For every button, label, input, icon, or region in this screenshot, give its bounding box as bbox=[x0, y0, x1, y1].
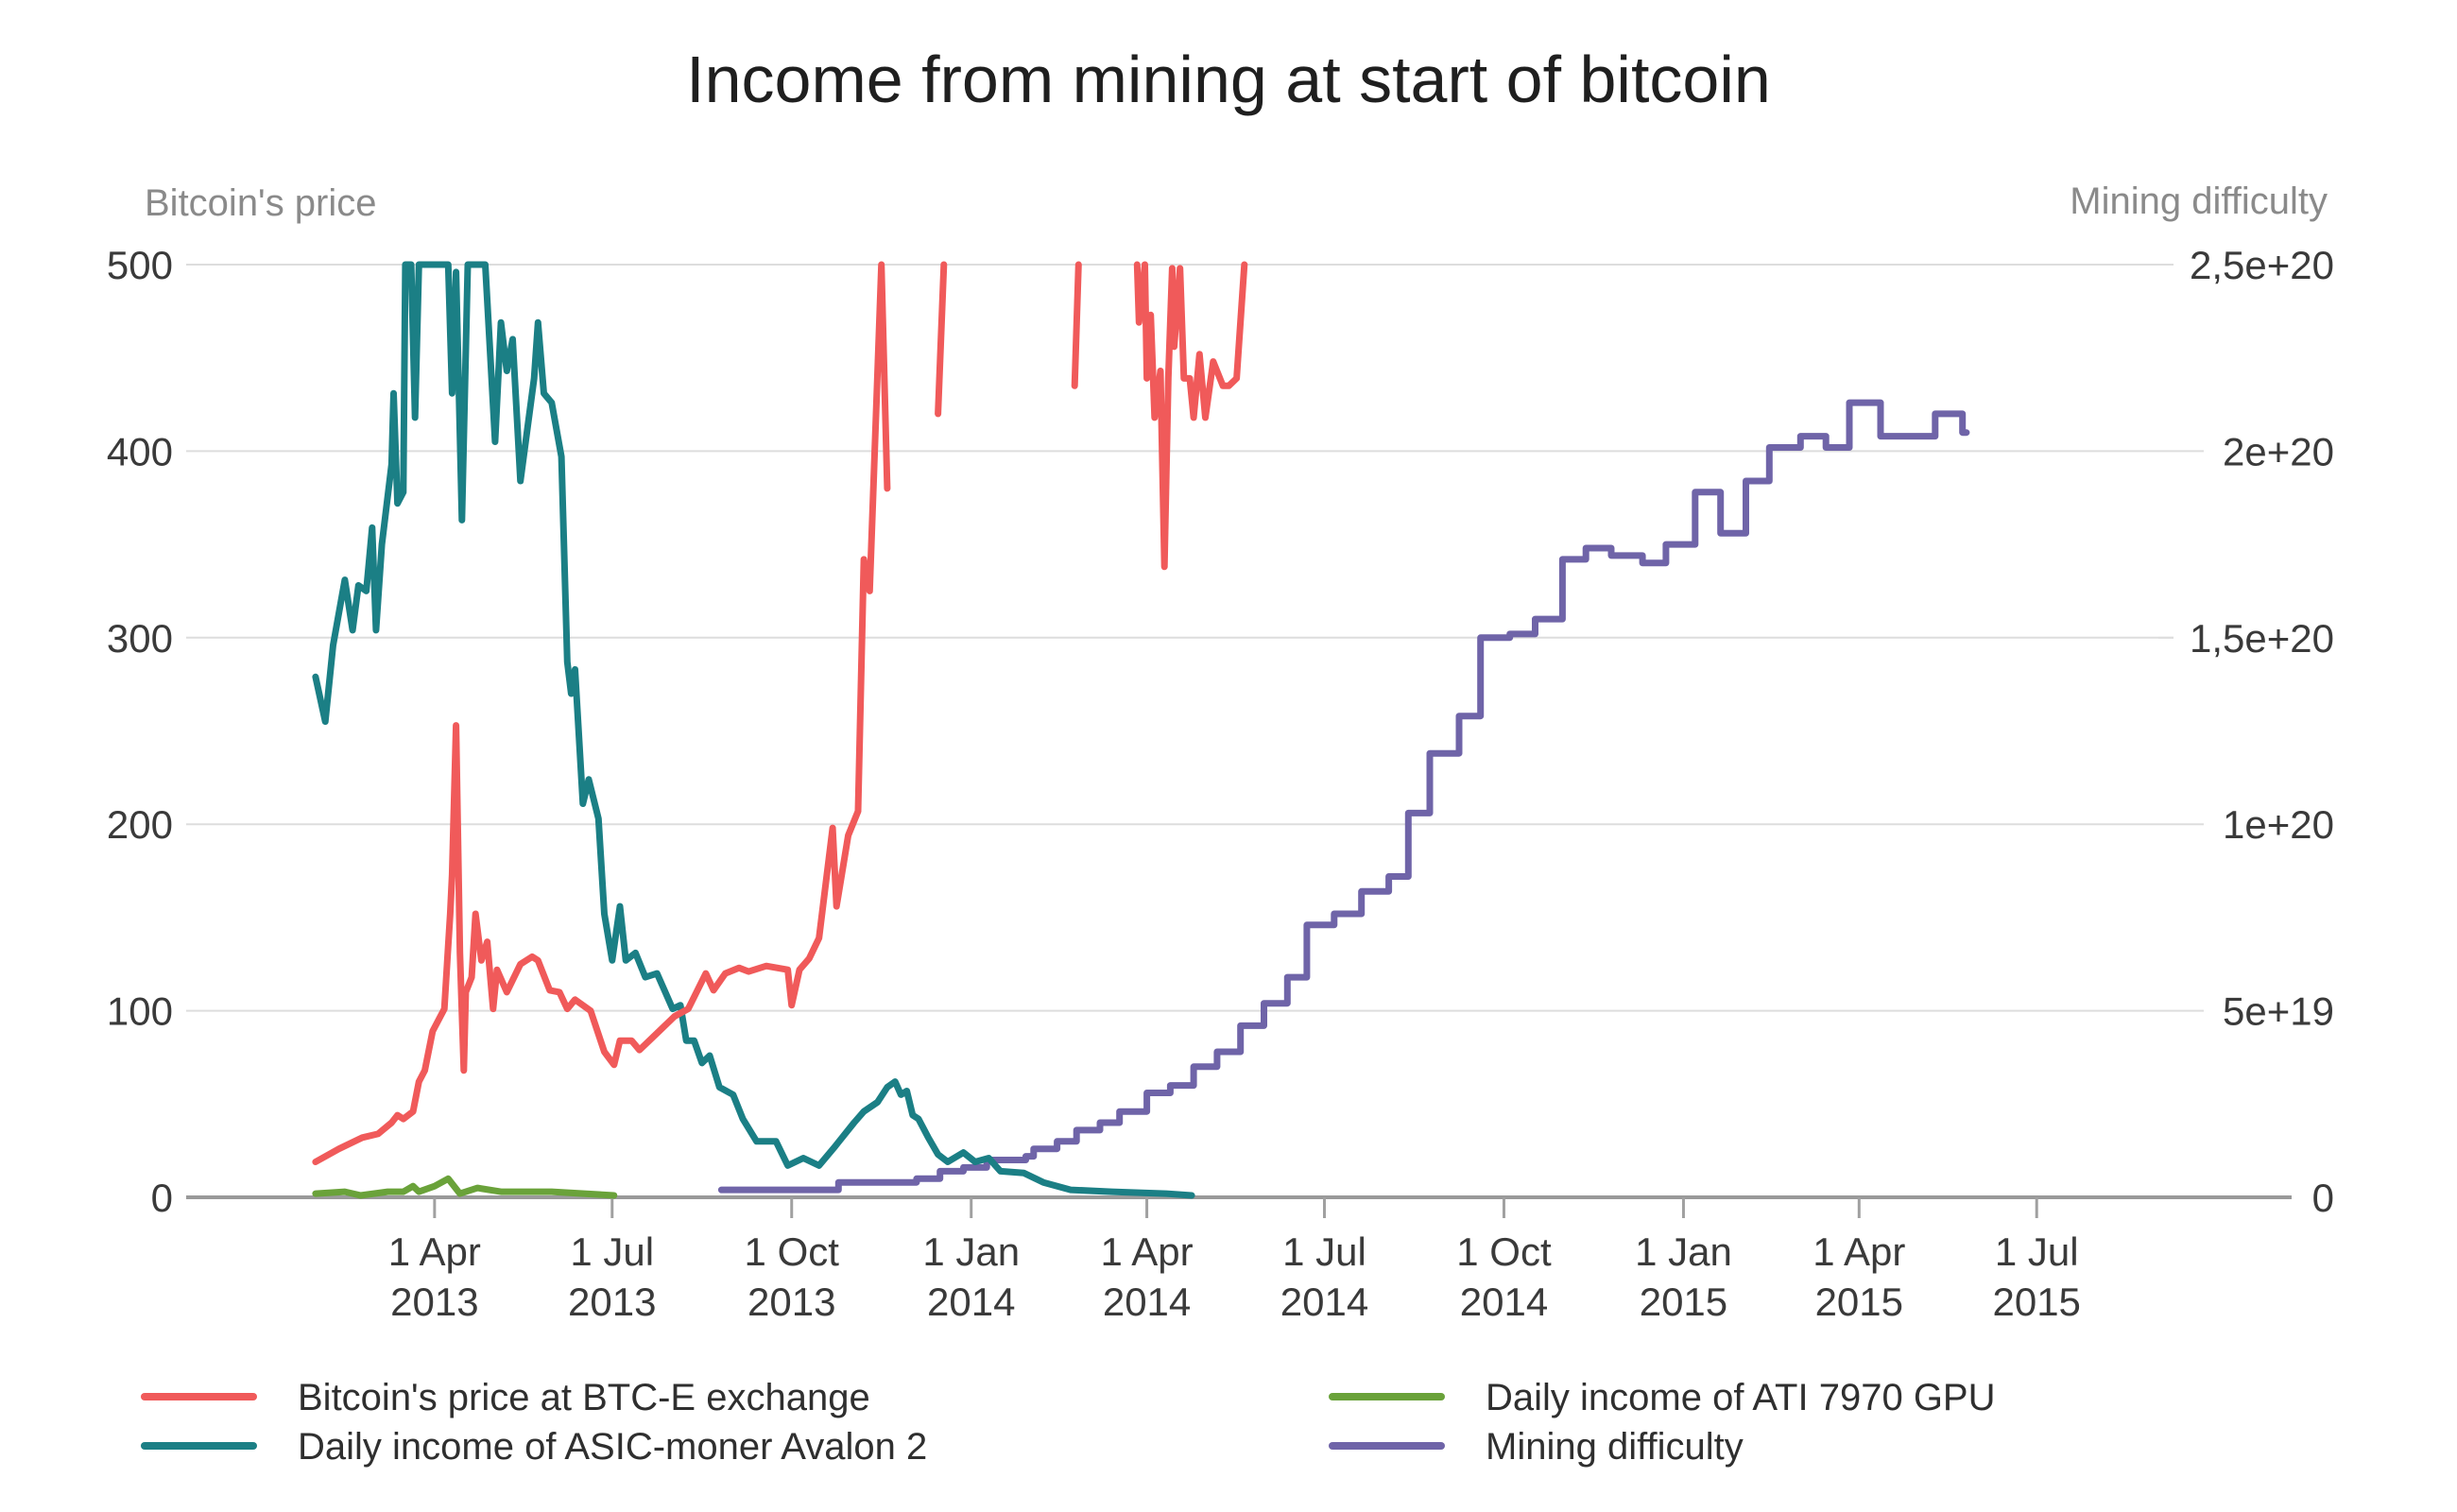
x-tick-label: 1 Jan bbox=[1635, 1229, 1732, 1274]
y2-tick-label: 0 bbox=[2312, 1176, 2334, 1220]
y-tick-label: 500 bbox=[107, 243, 173, 287]
legend-item: Mining difficulty bbox=[1329, 1426, 1744, 1468]
legend-item: Daily income of ATI 7970 GPU bbox=[1329, 1377, 1996, 1418]
legend-label: Daily income of ASIC-moner Avalon 2 bbox=[298, 1426, 927, 1468]
legend-label: Bitcoin's price at BTC-E exchange bbox=[298, 1377, 870, 1418]
x-tick-year: 2014 bbox=[927, 1280, 1015, 1324]
x-tick-year: 2014 bbox=[1460, 1280, 1548, 1324]
x-tick-label: 1 Apr bbox=[1101, 1229, 1194, 1274]
y-tick-label: 400 bbox=[107, 429, 173, 473]
x-tick-label: 1 Jul bbox=[570, 1229, 654, 1274]
y-tick-label: 0 bbox=[151, 1176, 173, 1220]
y2-tick-label: 5e+19 bbox=[2223, 989, 2334, 1034]
y2-tick-label: 1e+20 bbox=[2223, 802, 2334, 847]
right-axis-title: Mining difficulty bbox=[2070, 180, 2328, 222]
x-tick-year: 2015 bbox=[1640, 1280, 1727, 1324]
series-lines bbox=[312, 261, 1970, 1199]
series-line-bitcoin-s-price-at-btc-e-exchange bbox=[1133, 261, 1248, 571]
x-tick-label: 1 Jul bbox=[1995, 1229, 2079, 1274]
x-tick-label: 1 Jan bbox=[922, 1229, 1020, 1274]
legend-label: Mining difficulty bbox=[1486, 1426, 1744, 1468]
series-line-bitcoin-s-price-at-btc-e-exchange bbox=[1071, 261, 1082, 389]
x-tick-label: 1 Oct bbox=[745, 1229, 840, 1274]
x-tick-year: 2014 bbox=[1103, 1280, 1191, 1324]
series-line-mining-difficulty bbox=[717, 399, 1970, 1194]
chart-title: Income from mining at start of bitcoin bbox=[686, 43, 1771, 116]
x-tick-year: 2013 bbox=[568, 1280, 656, 1324]
x-axis: 1 Apr 2013 1 Jul 2013 1 Oct 2013 1 Jan 2014 1 Ap… bbox=[186, 1195, 2292, 1324]
x-tick-label: 1 Apr bbox=[1813, 1229, 1905, 1274]
x-tick-year: 2013 bbox=[390, 1280, 478, 1324]
x-tick-label: 1 Oct bbox=[1456, 1229, 1552, 1274]
y-tick-label: 200 bbox=[107, 802, 173, 847]
series-line-daily-income-of-asic-moner-avalon-2 bbox=[312, 261, 1195, 1199]
x-tick-label: 1 Apr bbox=[388, 1229, 481, 1274]
x-tick-year: 2014 bbox=[1280, 1280, 1368, 1324]
left-axis-title: Bitcoin's price bbox=[145, 182, 377, 224]
y-tick-label: 100 bbox=[107, 989, 173, 1034]
x-tick-year: 2015 bbox=[1992, 1280, 2080, 1324]
legend: Bitcoin's price at BTC-E exchange Daily i… bbox=[141, 1377, 1996, 1468]
y2-tick-label: 1,5e+20 bbox=[2190, 616, 2334, 661]
legend-label: Daily income of ATI 7970 GPU bbox=[1486, 1377, 1996, 1418]
y-tick-label: 300 bbox=[107, 616, 173, 661]
legend-item: Daily income of ASIC-moner Avalon 2 bbox=[141, 1426, 927, 1468]
y2-tick-label: 2e+20 bbox=[2223, 429, 2334, 473]
right-axis-ticks: 0 5e+19 1e+20 1,5e+20 2e+20 2,5e+20 bbox=[2190, 243, 2334, 1220]
y2-tick-label: 2,5e+20 bbox=[2190, 243, 2334, 287]
left-axis-ticks: 0 100 200 300 400 500 bbox=[107, 243, 173, 1220]
series-line-bitcoin-s-price-at-btc-e-exchange bbox=[312, 261, 891, 1165]
series-line-bitcoin-s-price-at-btc-e-exchange bbox=[935, 261, 948, 418]
x-tick-year: 2013 bbox=[747, 1280, 835, 1324]
x-tick-year: 2015 bbox=[1815, 1280, 1903, 1324]
legend-item: Bitcoin's price at BTC-E exchange bbox=[141, 1377, 870, 1418]
series-line-daily-income-of-ati-7970-gpu bbox=[312, 1175, 618, 1199]
x-tick-label: 1 Jul bbox=[1282, 1229, 1366, 1274]
